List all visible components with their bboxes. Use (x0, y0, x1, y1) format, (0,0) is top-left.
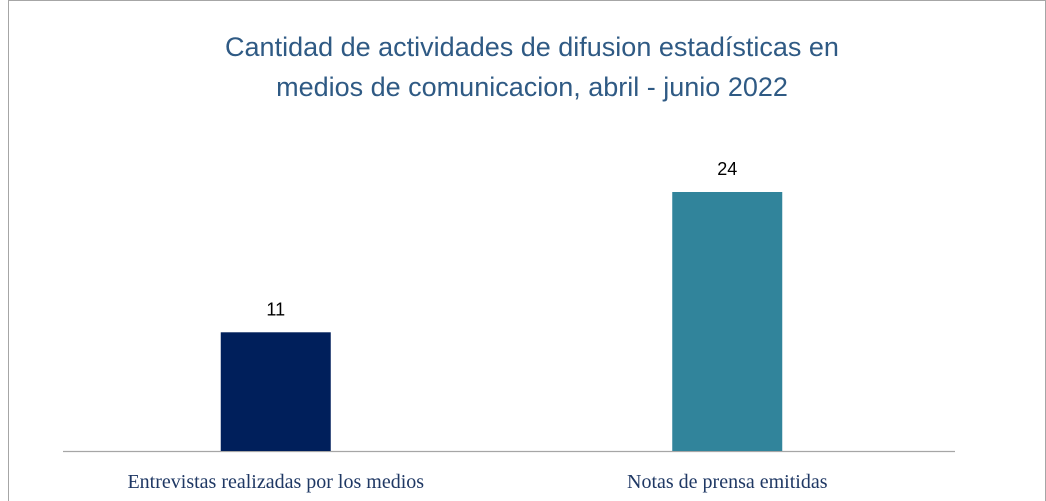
x-tick-label: Entrevistas realizadas por los medios (127, 471, 424, 493)
bar (672, 192, 783, 451)
data-label: 24 (717, 159, 737, 179)
chart-title: Cantidad de actividades de difusion esta… (225, 32, 839, 62)
bar (220, 332, 331, 451)
chart-title: medios de comunicacion, abril - junio 20… (276, 72, 788, 102)
x-tick-label: Notas de prensa emitidas (627, 471, 828, 493)
data-label: 11 (266, 299, 285, 319)
